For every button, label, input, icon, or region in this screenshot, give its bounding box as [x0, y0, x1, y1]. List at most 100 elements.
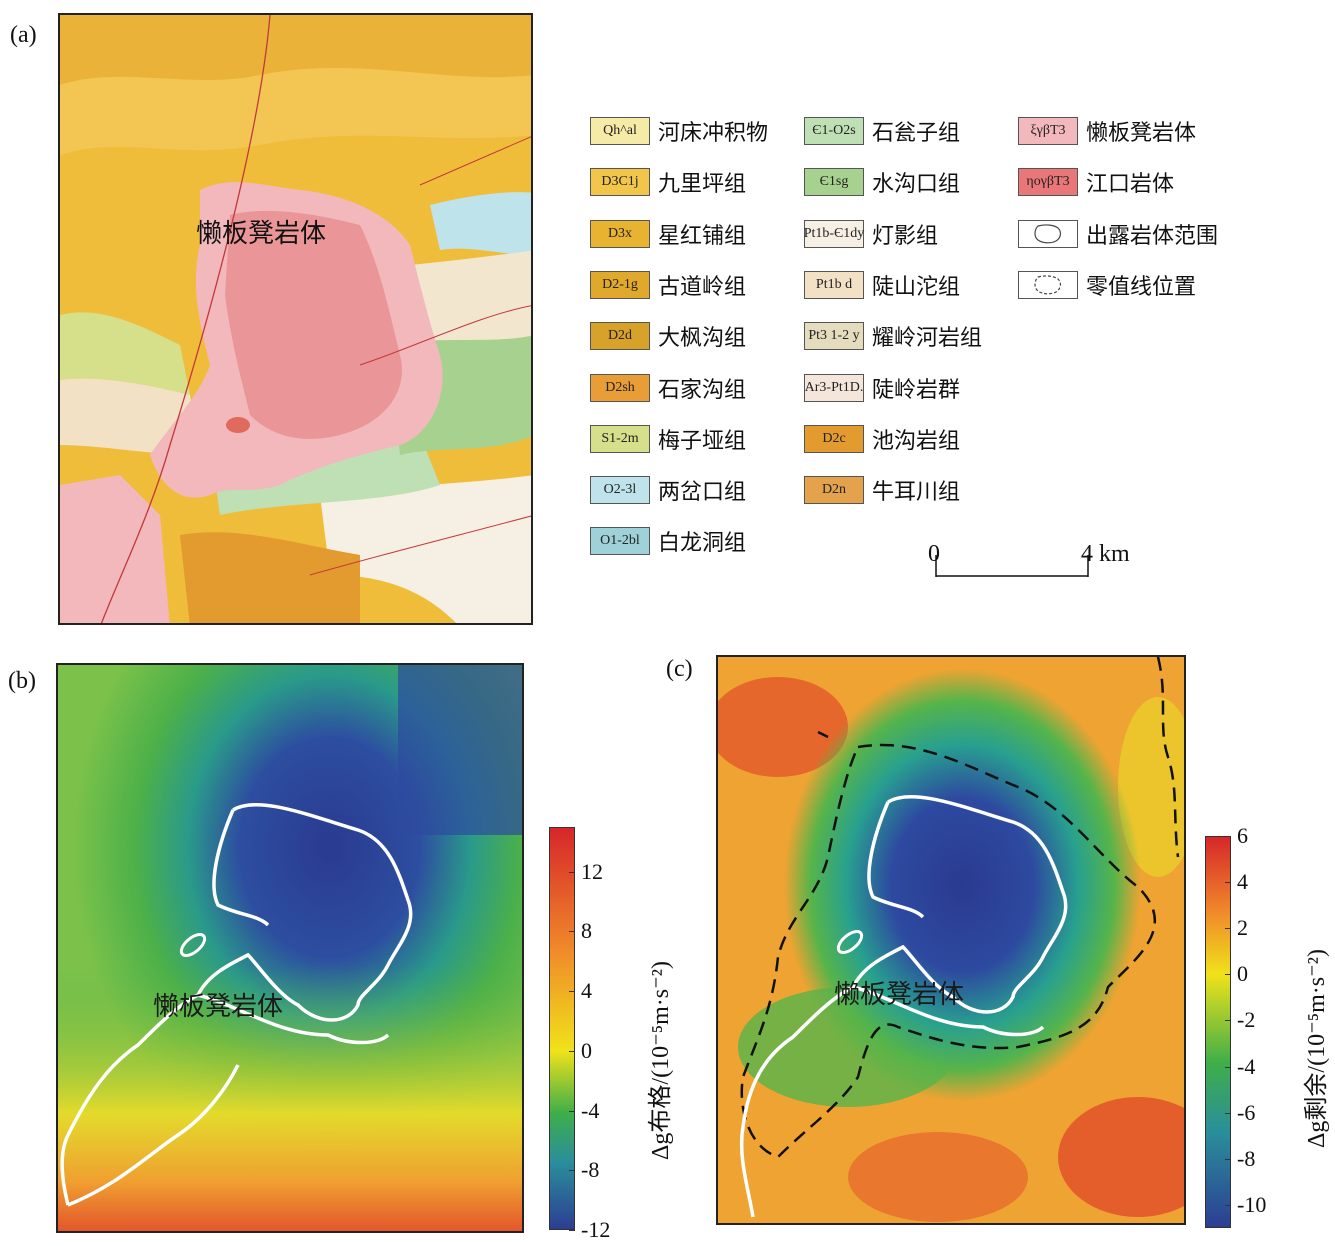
colorbar-tick-label: 0	[581, 1037, 592, 1063]
map-label-a: 懒板凳岩体	[196, 219, 327, 249]
legend-item: Pt1b d 陡山沱组	[804, 270, 960, 300]
geologic-map	[58, 13, 533, 625]
legend-item: O1-2bl 白龙洞组	[590, 526, 746, 556]
legend-item: Pt1b-Є1dy 灯影组	[804, 219, 938, 249]
legend-swatch: O1-2bl	[590, 527, 650, 556]
legend-label: 出露岩体范围	[1086, 223, 1219, 249]
legend-label: 石瓮子组	[872, 121, 961, 146]
legend-label: 白龙洞组	[658, 531, 747, 557]
legend-label: 河床冲积物	[658, 121, 769, 146]
legend-swatch: O2-3l	[590, 476, 650, 505]
legend-label: 陡山沱组	[872, 274, 961, 300]
legend-label: 懒板凳岩体	[1086, 121, 1197, 146]
legend-swatch: D2n	[804, 476, 864, 505]
colorbar-tick-label: 8	[581, 918, 592, 944]
colorbar-tick-mark	[1225, 1112, 1231, 1114]
colorbar-tick-mark	[1225, 836, 1231, 837]
legend-swatch: Є1-O2s	[804, 117, 864, 145]
legend-label: 陡岭岩群	[872, 377, 961, 403]
colorbar-b	[549, 827, 575, 1230]
legend-item: D2d 大枫沟组	[590, 321, 746, 351]
colorbar-b-title: Δg布格/(10⁻⁵m·s⁻²)	[648, 961, 674, 1160]
legend-swatch: D2sh	[590, 373, 650, 402]
colorbar-tick-label: -2	[1237, 1007, 1256, 1033]
colorbar-c-title: Δg剩余/(10⁻⁵m·s⁻²)	[1304, 949, 1330, 1148]
legend-label: 耀岭河岩组	[872, 326, 983, 352]
legend-item: O2-3l 两岔口组	[590, 475, 746, 505]
legend-swatch	[1018, 219, 1078, 248]
legend-item: Qh^al 河床冲积物	[590, 116, 768, 146]
residual-gravity-map	[716, 655, 1186, 1225]
legend-label: 零值线位置	[1086, 274, 1197, 300]
legend-item: D2n 牛耳川组	[804, 475, 960, 505]
legend-label: 九里坪组	[658, 172, 747, 198]
colorbar-tick-label: 2	[1237, 915, 1248, 941]
legend-item: S1-2m 梅子垭组	[590, 424, 746, 454]
legend-swatch: D3C1j	[590, 168, 650, 197]
legend-label: 江口岩体	[1086, 172, 1175, 198]
legend-item: Є1-O2s 石瓮子组	[804, 116, 960, 146]
legend-swatch: S1-2m	[590, 424, 650, 453]
colorbar-tick-mark	[569, 991, 575, 993]
legend-item: 出露岩体范围	[1018, 219, 1218, 249]
legend-item: D3x 星红铺组	[590, 219, 746, 249]
legend-item: Ar3-Pt1D. 陡岭岩群	[804, 373, 960, 403]
colorbar-tick-mark	[1225, 974, 1231, 976]
legend-label: 水沟口组	[872, 172, 961, 198]
legend-swatch: D2-1g	[590, 270, 650, 299]
map-label-c: 懒板凳岩体	[834, 980, 965, 1010]
legend-item: Є1sg 水沟口组	[804, 167, 960, 197]
legend-label: 古道岭组	[658, 274, 747, 300]
legend-swatch: ξγβT3	[1018, 117, 1078, 145]
colorbar-c	[1205, 836, 1231, 1228]
legend-swatch: ηογβT3	[1018, 168, 1078, 197]
legend-label: 梅子垭组	[658, 428, 747, 454]
legend-label: 灯影组	[872, 223, 939, 249]
legend-swatch: Ar3-Pt1D.	[804, 373, 864, 402]
legend-item: D3C1j 九里坪组	[590, 167, 746, 197]
legend-swatch	[1018, 270, 1078, 299]
colorbar-tick-mark	[569, 871, 575, 873]
colorbar-tick-mark	[569, 1230, 575, 1231]
legend-item: D2sh 石家沟组	[590, 373, 746, 403]
scale-start: 0	[928, 541, 940, 567]
colorbar-tick-label: 12	[581, 858, 603, 884]
colorbar-tick-mark	[1225, 1204, 1231, 1206]
colorbar-tick-label: -8	[1237, 1145, 1256, 1171]
colorbar-tick-label: 0	[1237, 961, 1248, 987]
legend-item: Pt3 1-2 y 耀岭河岩组	[804, 321, 982, 351]
legend-item: D2-1g 古道岭组	[590, 270, 746, 300]
colorbar-tick-mark	[569, 1110, 575, 1112]
legend-item: ξγβT3 懒板凳岩体	[1018, 116, 1196, 146]
legend-item: ηογβT3 江口岩体	[1018, 167, 1174, 197]
colorbar-tick-mark	[1225, 882, 1231, 884]
colorbar-tick-label: -12	[581, 1217, 611, 1242]
legend-item: 零值线位置	[1018, 270, 1196, 300]
legend-label: 大枫沟组	[658, 326, 747, 352]
legend-label: 星红铺组	[658, 223, 747, 249]
legend-label: 池沟岩组	[872, 428, 961, 454]
colorbar-tick-label: 4	[581, 978, 592, 1004]
scale-bar	[934, 545, 1094, 586]
legend-label: 石家沟组	[658, 377, 747, 403]
legend-swatch: D3x	[590, 219, 650, 248]
colorbar-tick-label: -4	[1237, 1053, 1256, 1079]
colorbar-tick-label: -4	[581, 1097, 600, 1123]
colorbar-tick-mark	[1225, 1158, 1231, 1160]
colorbar-tick-mark	[569, 931, 575, 933]
panel-label-b: (b)	[8, 668, 36, 694]
panel-label-c: (c)	[666, 656, 693, 682]
bouguer-gravity-map	[56, 663, 524, 1233]
legend-label: 牛耳川组	[872, 480, 961, 506]
legend-label: 两岔口组	[658, 480, 747, 506]
colorbar-tick-mark	[569, 1050, 575, 1052]
legend-swatch: Pt1b d	[804, 270, 864, 299]
map-label-b: 懒板凳岩体	[153, 992, 284, 1022]
legend-swatch: D2d	[590, 322, 650, 351]
colorbar-tick-mark	[1225, 928, 1231, 930]
colorbar-tick-mark	[569, 1170, 575, 1172]
legend-swatch: Pt3 1-2 y	[804, 322, 864, 351]
legend-swatch: Pt1b-Є1dy	[804, 219, 864, 248]
legend-swatch: Є1sg	[804, 168, 864, 197]
colorbar-tick-label: 4	[1237, 869, 1248, 895]
